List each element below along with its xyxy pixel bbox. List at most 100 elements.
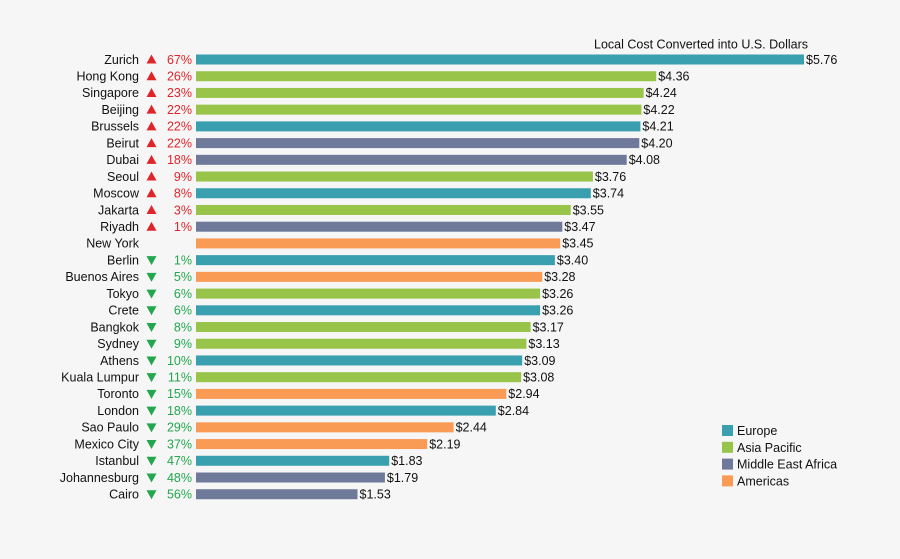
legend-label: Americas bbox=[737, 474, 789, 488]
city-label: Cairo bbox=[109, 488, 139, 502]
bar bbox=[196, 439, 428, 450]
percent-change-label: 29% bbox=[167, 421, 192, 435]
percent-change-label: 37% bbox=[167, 437, 192, 451]
value-label: $3.26 bbox=[542, 304, 573, 318]
chart-row: Buenos Aires 5% $3.28 bbox=[65, 270, 575, 284]
chart-row: Jakarta 3% $3.55 bbox=[98, 203, 604, 217]
bar bbox=[196, 372, 522, 383]
up-arrow-icon bbox=[146, 188, 157, 198]
city-label: Zurich bbox=[104, 53, 139, 67]
city-label: Riyadh bbox=[100, 220, 139, 234]
city-label: Seoul bbox=[107, 170, 139, 184]
chart-row: Sydney 9% $3.13 bbox=[97, 337, 559, 351]
value-label: $4.36 bbox=[658, 70, 689, 84]
up-arrow-icon bbox=[146, 87, 157, 97]
bar bbox=[196, 388, 507, 399]
down-arrow-icon bbox=[146, 490, 157, 500]
city-label: Beijing bbox=[101, 103, 139, 117]
bar bbox=[196, 455, 390, 466]
city-label: Brussels bbox=[91, 120, 139, 134]
chart-row: Brussels 22% $4.21 bbox=[91, 120, 674, 134]
chart-row: Johannesburg 48% $1.79 bbox=[60, 471, 418, 485]
chart-row: Tokyo 6% $3.26 bbox=[106, 287, 573, 301]
value-label: $2.44 bbox=[456, 421, 487, 435]
chart-row: Crete 6% $3.26 bbox=[108, 304, 573, 318]
bar bbox=[196, 305, 541, 316]
value-label: $4.20 bbox=[641, 136, 672, 150]
percent-change-label: 9% bbox=[174, 170, 192, 184]
bar bbox=[196, 355, 523, 366]
legend-item: Asia Pacific bbox=[722, 441, 802, 455]
percent-change-label: 5% bbox=[174, 270, 192, 284]
legend-item: Europe bbox=[722, 424, 777, 438]
value-label: $1.79 bbox=[387, 471, 418, 485]
legend-item: Americas bbox=[722, 474, 789, 488]
up-arrow-icon bbox=[146, 221, 157, 231]
percent-change-label: 22% bbox=[167, 103, 192, 117]
legend-swatch bbox=[722, 441, 733, 453]
percent-change-label: 23% bbox=[167, 86, 192, 100]
up-arrow-icon bbox=[146, 71, 157, 81]
bar bbox=[196, 104, 642, 115]
percent-change-label: 11% bbox=[168, 370, 192, 384]
percent-change-label: 22% bbox=[167, 120, 192, 134]
bar bbox=[196, 138, 640, 149]
bar bbox=[196, 154, 627, 165]
chart-row: Kuala Lumpur 11% $3.08 bbox=[61, 370, 554, 384]
value-label: $2.84 bbox=[498, 404, 529, 418]
value-label: $3.09 bbox=[524, 354, 555, 368]
value-label: $3.45 bbox=[562, 237, 593, 251]
down-arrow-icon bbox=[146, 456, 157, 466]
chart-row: New York $3.45 bbox=[86, 237, 593, 251]
value-label: $3.47 bbox=[564, 220, 595, 234]
city-label: Tokyo bbox=[106, 287, 139, 301]
up-arrow-icon bbox=[146, 104, 157, 114]
city-label: Toronto bbox=[97, 387, 139, 401]
bar bbox=[196, 489, 358, 500]
value-label: $3.26 bbox=[542, 287, 573, 301]
bar bbox=[196, 255, 555, 266]
bar bbox=[196, 422, 454, 433]
down-arrow-icon bbox=[146, 339, 157, 349]
percent-change-label: 3% bbox=[174, 203, 192, 217]
chart-row: Mexico City 37% $2.19 bbox=[74, 437, 460, 451]
value-label: $4.24 bbox=[646, 86, 677, 100]
percent-change-label: 26% bbox=[167, 70, 192, 84]
chart-row: London 18% $2.84 bbox=[97, 404, 529, 418]
percent-change-label: 56% bbox=[167, 488, 192, 502]
city-label: Jakarta bbox=[98, 203, 139, 217]
chart-legend: Europe Asia Pacific Middle East Africa Amer… bbox=[722, 424, 837, 488]
value-label: $2.94 bbox=[508, 387, 539, 401]
down-arrow-icon bbox=[146, 440, 157, 450]
bar bbox=[196, 171, 593, 182]
city-label: Buenos Aires bbox=[65, 270, 139, 284]
chart-row: Hong Kong 26% $4.36 bbox=[76, 70, 689, 84]
city-label: Hong Kong bbox=[76, 70, 139, 84]
up-arrow-icon bbox=[146, 121, 157, 131]
up-arrow-icon bbox=[146, 171, 157, 181]
up-arrow-icon bbox=[146, 154, 157, 164]
down-arrow-icon bbox=[146, 306, 157, 316]
percent-change-label: 67% bbox=[167, 53, 192, 67]
city-label: Mexico City bbox=[74, 437, 139, 451]
city-label: Singapore bbox=[82, 86, 139, 100]
bar bbox=[196, 204, 571, 215]
legend-item: Middle East Africa bbox=[722, 458, 837, 472]
chart-row: Cairo 56% $1.53 bbox=[109, 488, 391, 502]
value-label: $3.17 bbox=[533, 320, 564, 334]
value-label: $3.13 bbox=[528, 337, 559, 351]
chart-row: Toronto 15% $2.94 bbox=[97, 387, 539, 401]
bar bbox=[196, 338, 527, 349]
city-label: Beirut bbox=[106, 136, 139, 150]
percent-change-label: 18% bbox=[167, 153, 192, 167]
bar bbox=[196, 472, 385, 483]
percent-change-label: 9% bbox=[174, 337, 192, 351]
value-label: $3.55 bbox=[573, 203, 604, 217]
bar bbox=[196, 71, 657, 82]
city-label: New York bbox=[86, 237, 140, 251]
bar bbox=[196, 188, 591, 199]
percent-change-label: 1% bbox=[174, 220, 192, 234]
down-arrow-icon bbox=[146, 389, 157, 399]
